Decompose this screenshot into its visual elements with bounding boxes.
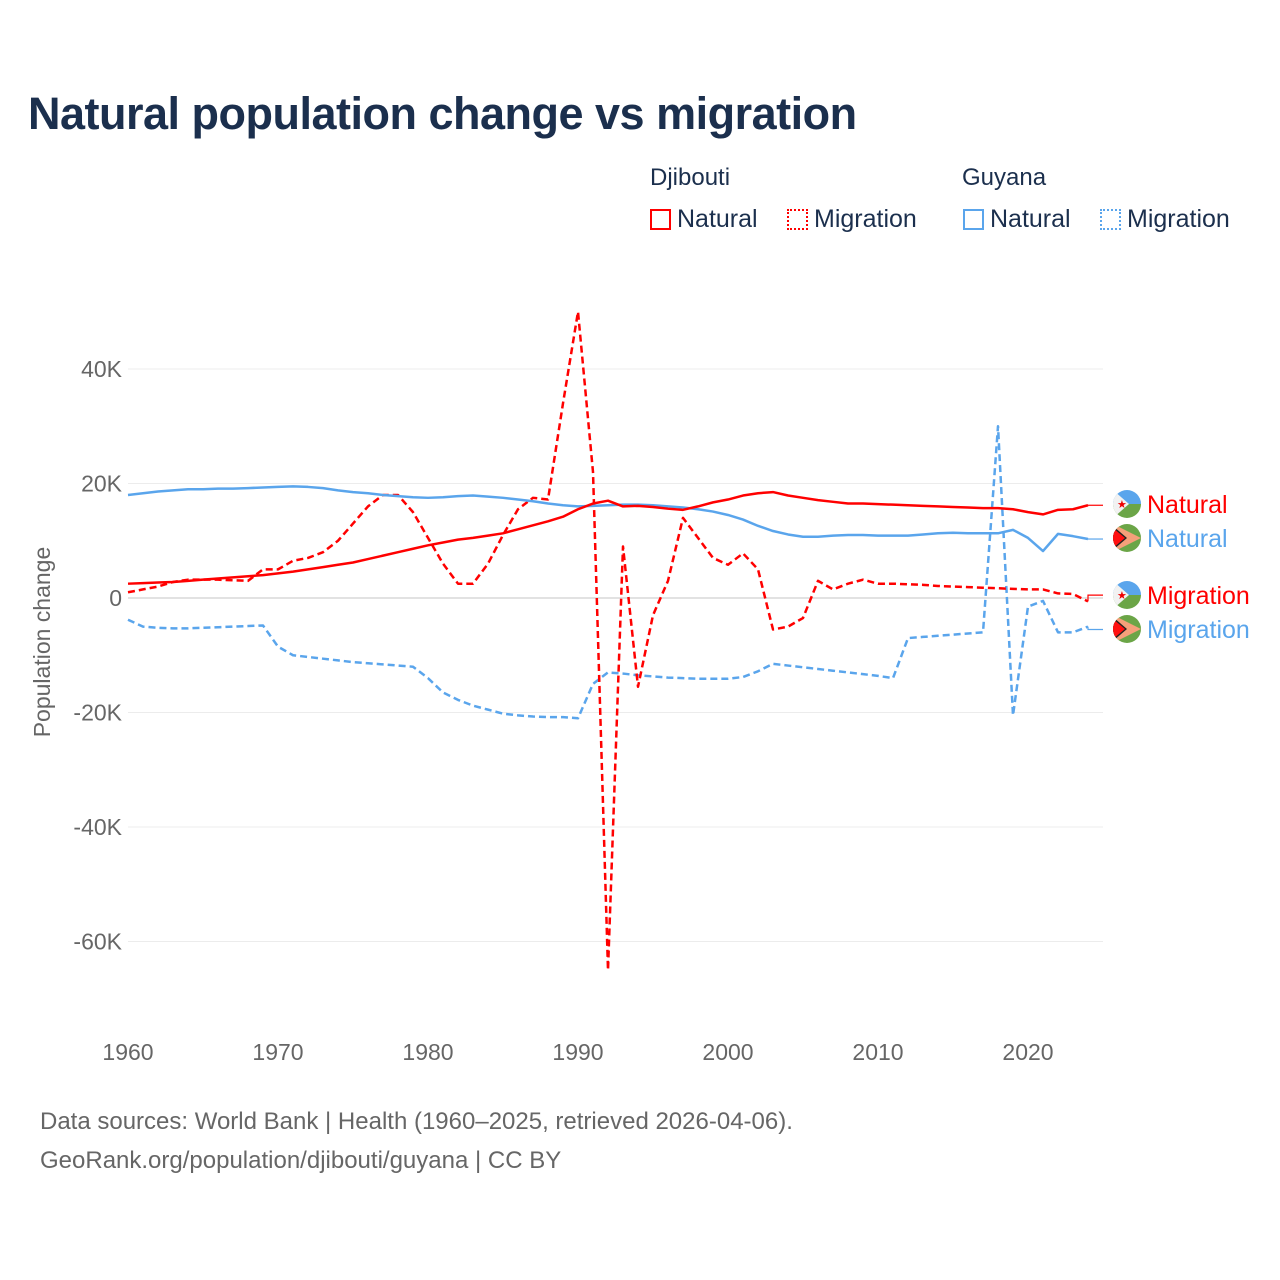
x-tick-label: 1980 — [402, 1039, 453, 1065]
y-tick-label: -60K — [73, 929, 122, 955]
y-axis-ticks: 40K 20K 0 -20K -40K -60K — [73, 356, 122, 955]
x-tick-label: 1970 — [252, 1039, 303, 1065]
djibouti-flag-icon: ★ — [1113, 490, 1141, 518]
legend-guyana-natural[interactable]: Natural — [963, 205, 1071, 234]
end-label-text: Natural — [1147, 525, 1228, 553]
end-label-text: Migration — [1147, 582, 1250, 610]
line-chart: 40K 20K 0 -20K -40K -60K 1960 1970 1980 1990 2000… — [29, 310, 1250, 1065]
legend-label: Natural — [677, 205, 758, 233]
flag-triangle — [1113, 581, 1129, 609]
y-tick-label: 40K — [81, 356, 123, 382]
gridlines — [128, 368, 1103, 942]
legend-label: Migration — [1127, 205, 1230, 233]
x-tick-label: 2010 — [852, 1039, 903, 1065]
y-tick-label: -40K — [73, 814, 122, 840]
x-axis-ticks: 1960 1970 1980 1990 2000 2010 2020 — [102, 1039, 1053, 1065]
guyana-flag-icon — [1113, 524, 1141, 552]
legend-label: Migration — [814, 205, 917, 233]
series-line-guyana-natural — [127, 485, 1089, 553]
end-label-text: Migration — [1147, 616, 1250, 644]
end-labels: ★ Natural Natural ★ Migration Migration — [1113, 490, 1250, 644]
x-tick-label: 2020 — [1002, 1039, 1053, 1065]
flag-red-triangle — [1113, 619, 1125, 639]
guyana-flag-icon — [1113, 615, 1141, 643]
end-label-guyana-natural: Natural — [1113, 524, 1228, 553]
source-line-2[interactable]: GeoRank.org/population/djibouti/guyana |… — [40, 1147, 562, 1174]
end-label-djibouti-migration: ★ Migration — [1113, 581, 1250, 610]
y-tick-label: 0 — [109, 585, 122, 611]
legend-swatch-solid-blue — [963, 209, 984, 230]
end-label-guyana-migration: Migration — [1113, 615, 1250, 644]
legend-guyana-migration[interactable]: Migration — [1100, 205, 1230, 234]
chart-title: Natural population change vs migration — [28, 88, 857, 139]
end-label-text: Natural — [1147, 491, 1228, 519]
series-projection-segment — [1087, 626, 1103, 631]
end-label-djibouti-natural: ★ Natural — [1113, 490, 1228, 519]
source-line-1: Data sources: World Bank | Health (1960–… — [40, 1108, 793, 1135]
legend-swatch-dotted-blue — [1100, 209, 1121, 230]
x-tick-label: 1960 — [102, 1039, 153, 1065]
series-line-djibouti-migration — [127, 310, 1089, 972]
djibouti-flag-icon: ★ — [1113, 581, 1141, 609]
x-tick-label: 2000 — [702, 1039, 753, 1065]
y-tick-label: 20K — [81, 471, 123, 497]
y-tick-label: -20K — [73, 700, 122, 726]
flag-triangle — [1113, 490, 1129, 518]
flag-red-triangle — [1113, 528, 1125, 548]
legend-group-guyana: Guyana — [962, 164, 1047, 191]
legend-label: Natural — [990, 205, 1071, 233]
legend-swatch-dotted-red — [787, 209, 808, 230]
flag-star: ★ — [1117, 590, 1127, 602]
y-axis-label: Population change — [29, 547, 55, 738]
x-tick-label: 1990 — [552, 1039, 603, 1065]
legend-djibouti-migration[interactable]: Migration — [787, 205, 917, 234]
legend-group-djibouti: Djibouti — [650, 164, 731, 191]
flag-star: ★ — [1117, 499, 1127, 511]
legend-djibouti-natural[interactable]: Natural — [650, 205, 758, 234]
series-line-guyana-migration — [127, 425, 1089, 720]
series-lines — [127, 310, 1103, 972]
series-projection-segment — [1087, 594, 1103, 602]
series-line-djibouti-natural — [127, 490, 1089, 585]
legend-swatch-solid-red — [650, 209, 671, 230]
